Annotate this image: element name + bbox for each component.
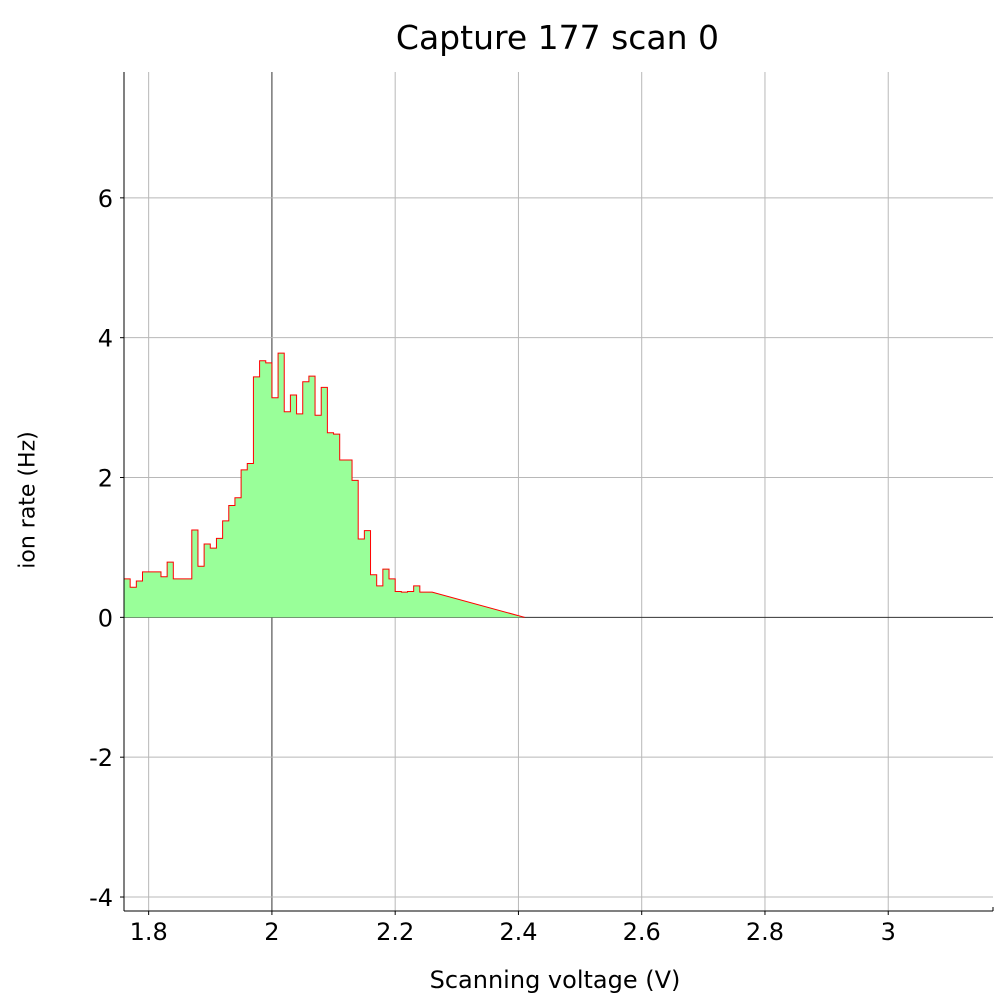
y-tick-label: 4: [98, 325, 113, 353]
y-tick-label: -4: [89, 884, 113, 912]
chart-title: Capture 177 scan 0: [395, 18, 720, 57]
y-tick-label: 6: [98, 185, 113, 213]
y-tick-label: 0: [98, 604, 113, 632]
x-tick-label: 2.2: [376, 918, 414, 946]
series-area-fill: [124, 353, 525, 618]
axes: [120, 72, 994, 915]
y-axis-label: ion rate (Hz): [15, 431, 41, 569]
x-tick-label: 2.4: [499, 918, 537, 946]
x-tick-label: 2: [264, 918, 279, 946]
x-tick-label: 2.8: [746, 918, 784, 946]
tick-labels: 1.8 2 2.2 2.4 2.6 2.8 3 -4 -2 0 2 4 6: [89, 185, 896, 946]
y-tick-label: 2: [98, 465, 113, 493]
y-tick-label: -2: [89, 744, 113, 772]
x-tick-label: 1.8: [130, 918, 168, 946]
x-tick-label: 3: [881, 918, 896, 946]
x-axis-label: Scanning voltage (V): [429, 966, 681, 994]
x-tick-label: 2.6: [623, 918, 661, 946]
series-step-line: [124, 352, 525, 618]
